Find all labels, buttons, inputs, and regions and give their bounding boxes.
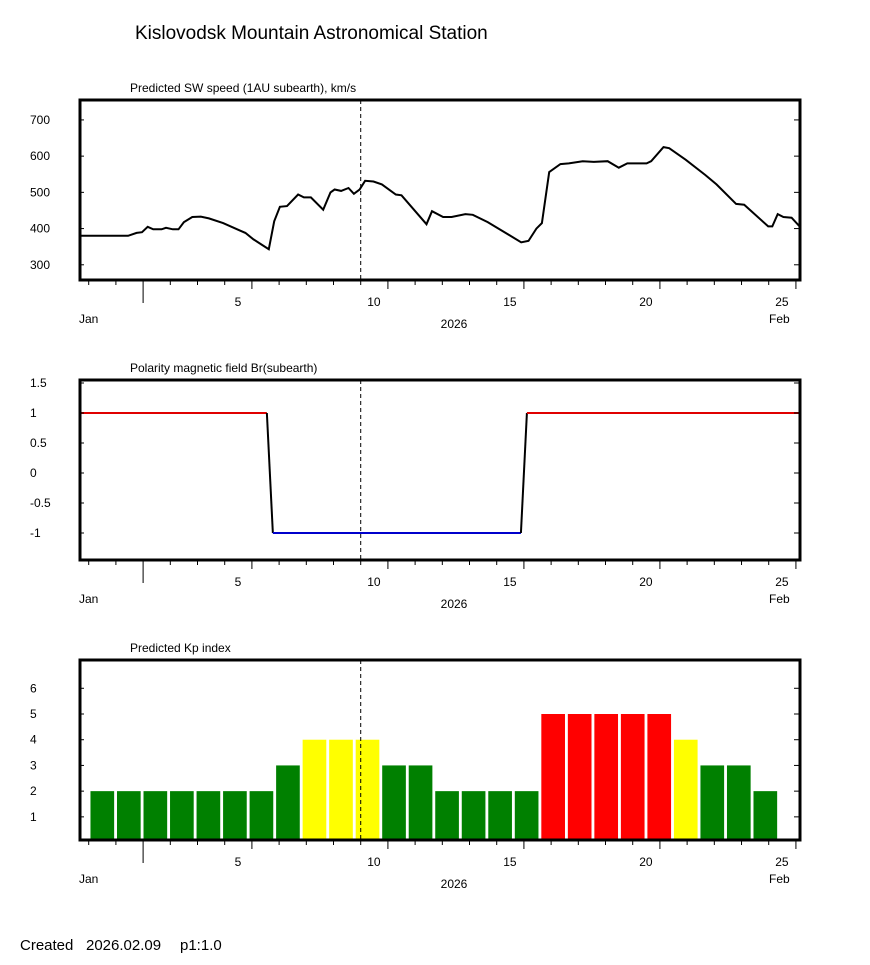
kp-bar: [170, 791, 194, 840]
kp-bar: [435, 791, 459, 840]
footer-created-date: 2026.02.09: [86, 937, 161, 954]
polarity-segment: [265, 412, 274, 534]
panel-0: Predicted SW speed (1AU subearth), km/s 3…: [30, 81, 802, 331]
kp-bar: [673, 739, 698, 840]
page-title: Kislovodsk Mountain Astronomical Station: [135, 23, 488, 44]
y-tick-label: 1.5: [30, 376, 47, 390]
y-tick-label: -0.5: [30, 496, 51, 510]
kp-bar: [302, 739, 327, 840]
kp-bar: [726, 765, 751, 840]
plot-frame: [78, 378, 802, 562]
y-tick-label: 400: [30, 222, 50, 236]
plot-frame: [78, 98, 802, 282]
y-tick-label: 600: [30, 149, 50, 163]
kp-bar: [753, 791, 778, 840]
x-tick-label: 15: [503, 295, 517, 309]
plot-frame: [78, 658, 802, 842]
kp-bar: [196, 791, 221, 840]
panel-title: Predicted Kp index: [130, 641, 231, 655]
x-month-end-label: Feb: [769, 312, 790, 326]
x-tick-label: 20: [639, 855, 653, 869]
y-tick-label: 2: [30, 784, 37, 798]
y-tick-label: 0: [30, 466, 37, 480]
panel-1: Polarity magnetic field Br(subearth) -1 -0…: [30, 361, 802, 611]
y-tick-label: 700: [30, 113, 50, 127]
panel-title: Polarity magnetic field Br(subearth): [130, 361, 317, 375]
y-tick-label: 1: [30, 810, 37, 824]
kp-bar: [647, 714, 672, 840]
x-tick-label: 15: [503, 575, 517, 589]
kp-bar: [461, 791, 486, 840]
x-tick-label: 5: [235, 855, 242, 869]
x-month-start-label: Jan: [79, 872, 98, 886]
kp-bar: [488, 791, 512, 840]
y-tick-label: 4: [30, 733, 37, 747]
kp-bar: [567, 714, 592, 840]
y-tick-label: 1: [30, 406, 37, 420]
x-tick-label: 5: [235, 575, 242, 589]
y-tick-label: 3: [30, 758, 37, 772]
x-year-label: 2026: [441, 597, 468, 611]
y-tick-label: 5: [30, 707, 37, 721]
footer-page: p1:1.0: [180, 937, 222, 954]
x-year-label: 2026: [441, 877, 468, 891]
x-tick-label: 5: [235, 295, 242, 309]
x-tick-label: 25: [775, 295, 789, 309]
x-tick-label: 15: [503, 855, 517, 869]
kp-bar: [355, 739, 380, 840]
x-tick-label: 10: [367, 855, 381, 869]
kp-bar: [276, 765, 300, 840]
kp-bar: [382, 765, 406, 840]
kp-bar: [143, 791, 168, 840]
y-tick-label: 500: [30, 185, 50, 199]
x-tick-label: 10: [367, 295, 381, 309]
x-tick-label: 10: [367, 575, 381, 589]
kp-bar: [620, 714, 645, 840]
kp-bar: [514, 791, 539, 840]
y-tick-label: 6: [30, 681, 37, 695]
footer-created-label: Created: [20, 937, 73, 954]
kp-bar: [329, 739, 353, 840]
sw-speed-line: [80, 146, 800, 251]
plot-area: [80, 380, 800, 560]
kp-bar: [249, 791, 274, 840]
kp-bar: [700, 765, 725, 840]
panel-2: Predicted Kp index 1 2 3 4 5 6 5 10 15 20 25 Jan 2026…: [30, 641, 802, 891]
kp-bar: [408, 765, 433, 840]
x-month-start-label: Jan: [79, 592, 98, 606]
kp-bar: [223, 791, 247, 840]
kp-bar: [116, 791, 141, 840]
x-year-label: 2026: [441, 317, 468, 331]
x-month-end-label: Feb: [769, 592, 790, 606]
x-month-end-label: Feb: [769, 872, 790, 886]
polarity-segment: [519, 412, 528, 534]
kp-bar: [90, 791, 115, 840]
x-tick-label: 25: [775, 855, 789, 869]
x-tick-label: 25: [775, 575, 789, 589]
kp-bar: [594, 714, 619, 840]
y-tick-label: -1: [30, 526, 41, 540]
x-tick-label: 20: [639, 295, 653, 309]
panel-title: Predicted SW speed (1AU subearth), km/s: [130, 81, 356, 95]
plot-area: [90, 660, 778, 840]
plot-area: [80, 100, 800, 280]
x-month-start-label: Jan: [79, 312, 98, 326]
kp-bar: [541, 714, 565, 840]
y-tick-label: 0.5: [30, 436, 47, 450]
x-tick-label: 20: [639, 575, 653, 589]
y-tick-label: 300: [30, 258, 50, 272]
